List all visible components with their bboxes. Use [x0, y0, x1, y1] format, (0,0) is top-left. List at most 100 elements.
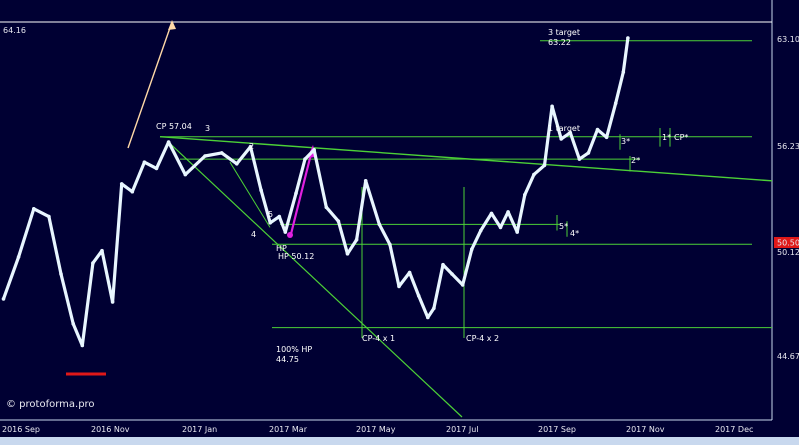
x-tick-label: 2017 Nov: [626, 425, 665, 434]
price-point: [277, 214, 282, 219]
projection-label-cpstar: CP*: [674, 133, 688, 142]
copyright-label: © protoforma.pro: [6, 399, 95, 410]
price-point: [154, 166, 159, 171]
projection-label-5star: 5*: [559, 222, 568, 231]
steep-trendline: [169, 143, 463, 418]
price-point: [303, 157, 307, 161]
price-point: [460, 283, 465, 287]
descending-trendline: [159, 136, 773, 182]
price-point: [312, 148, 316, 152]
price-point: [259, 188, 263, 192]
price-point: [432, 306, 436, 311]
price-point: [568, 130, 573, 135]
price-point: [283, 230, 288, 234]
level-label-1-target: 1 target: [548, 124, 580, 133]
level-label-hp: HP: [276, 244, 287, 253]
projection-label-2star: 2*: [631, 156, 640, 165]
price-point: [515, 230, 519, 234]
price-point: [626, 36, 630, 40]
price-point: [532, 172, 536, 177]
x-tick-label: 2016 Sep: [2, 425, 40, 434]
price-point: [377, 222, 382, 227]
x-tick-label: 2017 May: [356, 425, 396, 434]
price-point: [16, 255, 21, 259]
price-point: [294, 191, 298, 196]
time-projection-label-2: CP-4 x 2: [466, 334, 499, 343]
x-tick-label: 2016 Nov: [91, 425, 130, 434]
y-tick-label: 44.67: [777, 352, 799, 361]
price-point: [324, 205, 329, 209]
x-tick-label: 2017 Sep: [538, 425, 576, 434]
price-point: [397, 284, 401, 289]
price-point: [47, 214, 51, 219]
level-value-100-hp: 44.75: [276, 355, 299, 364]
price-series-layer: [1, 36, 630, 348]
price-point: [110, 300, 115, 304]
wave-trendline: [229, 161, 271, 228]
price-point: [426, 315, 430, 320]
price-point: [550, 104, 554, 109]
impulse-arrow: [289, 149, 314, 235]
y-tick-label: 50.12: [777, 248, 799, 257]
wave-label-3: 3: [205, 124, 210, 133]
price-point: [523, 193, 527, 197]
price-point: [604, 135, 609, 140]
price-point: [354, 238, 359, 242]
price-point: [407, 270, 412, 275]
wave-label-4: 4: [251, 230, 256, 239]
level-label-100-hp: 100% HP: [276, 345, 312, 354]
price-point: [183, 172, 188, 177]
price-point: [219, 151, 224, 155]
price-point: [506, 210, 510, 214]
price-point: [345, 252, 350, 256]
top-left-price-label: 64.16: [3, 26, 26, 35]
x-tick-label: 2017 Jul: [446, 425, 479, 434]
impulse-start-point: [287, 232, 293, 238]
price-point: [388, 242, 392, 247]
price-point: [166, 140, 171, 144]
price-point: [489, 211, 494, 216]
price-point: [470, 247, 474, 251]
price-point: [577, 157, 582, 161]
price-point: [336, 219, 341, 223]
price-point: [203, 154, 207, 158]
price-point: [613, 101, 618, 105]
price-point: [595, 127, 600, 132]
price-point: [586, 151, 591, 155]
last-price-label: 50.50: [777, 239, 799, 248]
price-point: [479, 228, 483, 233]
projection-arrow-head: [168, 20, 176, 30]
price-point: [268, 221, 273, 225]
price-axis-panel: [772, 0, 799, 420]
price-point: [248, 144, 253, 149]
price-point: [119, 182, 124, 186]
price-point: [498, 225, 503, 230]
last-price-flag: [774, 237, 799, 248]
projection-label-1star: 1*: [662, 133, 671, 142]
price-point: [59, 272, 63, 276]
x-tick-label: 2017 Dec: [715, 425, 753, 434]
price-point: [100, 248, 104, 253]
price-point: [91, 261, 95, 265]
level-value-3-target: 63.22: [548, 38, 571, 47]
price-point: [416, 294, 421, 298]
x-tick-label: 2017 Jan: [182, 425, 217, 434]
projection-label-4star: 4*: [570, 229, 579, 238]
price-point: [441, 262, 445, 267]
time-axis-bottom-strip: [0, 437, 799, 445]
price-point: [542, 163, 547, 168]
y-tick-label: 56.23: [777, 142, 799, 151]
wave-label-2: 2: [249, 142, 254, 151]
wave-label-5: 5: [268, 210, 273, 219]
projection-arrow: [127, 21, 173, 149]
level-label-cp: CP 57.04: [156, 122, 192, 131]
price-point: [1, 297, 6, 301]
price-point: [142, 160, 147, 164]
level-value-hp: HP 50.12: [278, 252, 314, 261]
price-point: [559, 137, 563, 141]
x-tick-label: 2017 Mar: [269, 425, 308, 434]
price-point: [32, 207, 36, 211]
price-point: [71, 321, 75, 326]
